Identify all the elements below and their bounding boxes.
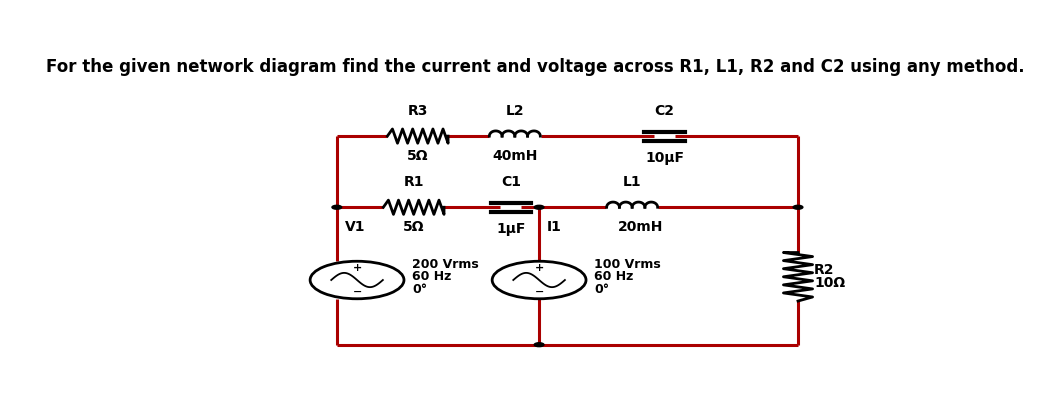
Circle shape [793, 205, 803, 209]
Text: 40mH: 40mH [492, 149, 538, 163]
Text: I1: I1 [547, 220, 562, 234]
Text: 200 Vrms: 200 Vrms [412, 258, 479, 271]
Text: 0°: 0° [412, 283, 427, 296]
Text: R3: R3 [407, 104, 428, 118]
Text: L2: L2 [505, 104, 524, 118]
Text: 100 Vrms: 100 Vrms [594, 258, 661, 271]
Text: 5Ω: 5Ω [403, 220, 425, 234]
Text: 60 Hz: 60 Hz [594, 270, 634, 283]
Text: R2: R2 [814, 263, 835, 277]
Circle shape [332, 205, 341, 209]
Text: V1: V1 [345, 220, 365, 234]
Text: For the given network diagram find the current and voltage across R1, L1, R2 and: For the given network diagram find the c… [46, 58, 1024, 76]
Circle shape [535, 343, 544, 346]
Text: +: + [535, 263, 544, 273]
Text: 5Ω: 5Ω [407, 149, 428, 163]
Text: C2: C2 [655, 104, 674, 118]
Text: −: − [353, 286, 361, 297]
Text: 10Ω: 10Ω [814, 276, 846, 290]
Text: 60 Hz: 60 Hz [412, 270, 451, 283]
Circle shape [535, 205, 544, 209]
Text: +: + [353, 263, 361, 273]
Text: 1μF: 1μF [496, 222, 525, 236]
Text: R1: R1 [403, 176, 424, 189]
Text: C1: C1 [501, 176, 521, 189]
Text: 0°: 0° [594, 283, 610, 296]
Text: 20mH: 20mH [618, 220, 663, 234]
Text: L1: L1 [623, 176, 641, 189]
Text: 10μF: 10μF [645, 151, 684, 165]
Text: −: − [535, 286, 544, 297]
